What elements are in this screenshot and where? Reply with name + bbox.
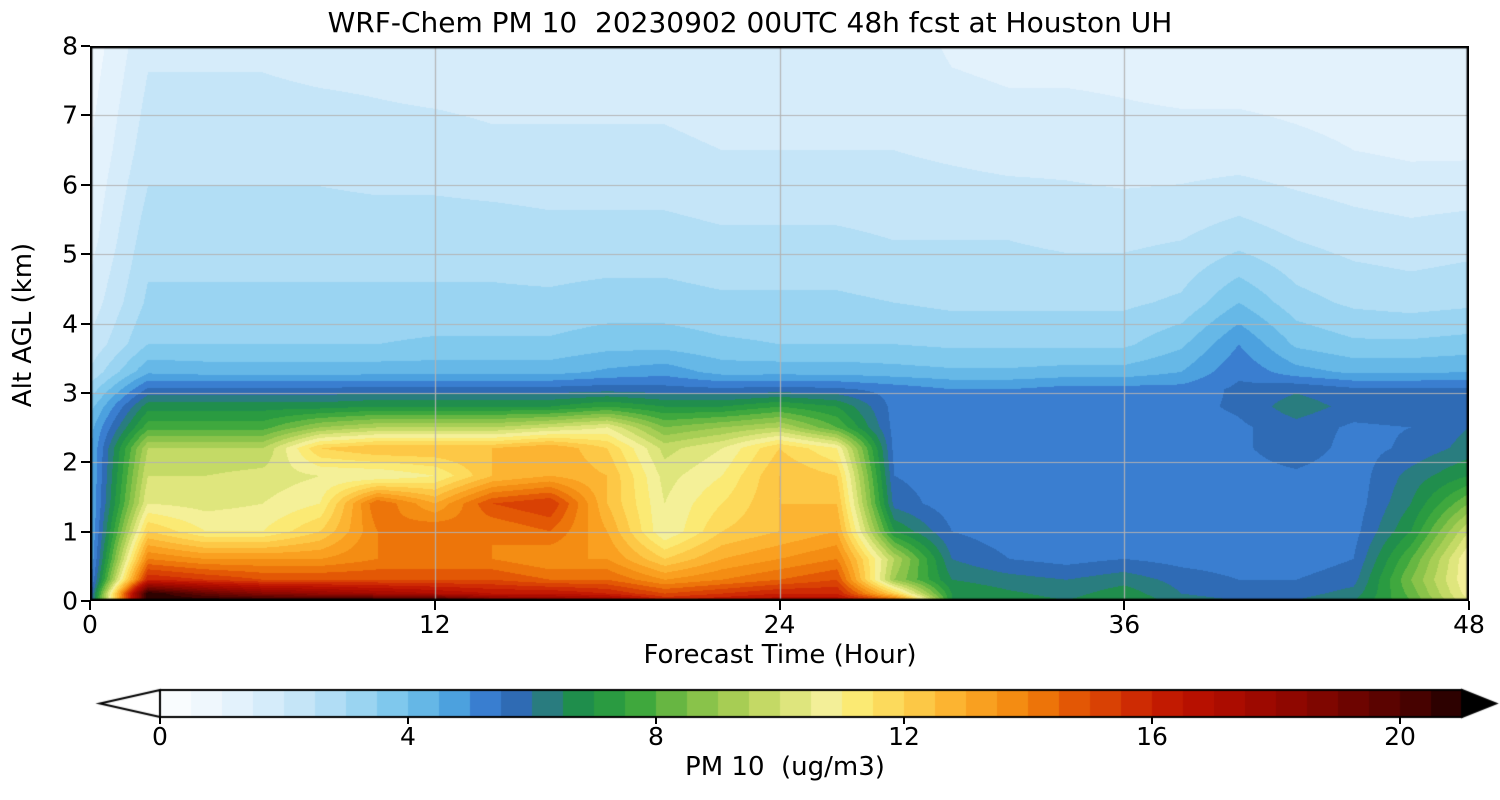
tick-mark <box>433 601 436 610</box>
x-tick-label: 12 <box>418 610 451 639</box>
tick-mark <box>1399 717 1401 724</box>
y-tick-label: 6 <box>62 170 78 200</box>
tick-mark <box>1123 601 1126 610</box>
tick-mark <box>81 322 90 325</box>
colorbar-tick-label: 16 <box>1136 722 1168 751</box>
tick-mark <box>407 717 409 724</box>
y-tick-label: 7 <box>62 100 78 130</box>
y-tick-label: 8 <box>62 31 78 61</box>
colorbar-tick-label: 0 <box>152 722 168 751</box>
tick-mark <box>81 45 90 47</box>
contour-plot <box>90 46 1469 601</box>
colorbar-tick-label: 8 <box>648 722 664 751</box>
tick-mark <box>81 183 90 186</box>
tick-mark <box>1468 601 1470 610</box>
x-tick-label: 0 <box>82 610 98 639</box>
tick-mark <box>1151 717 1153 724</box>
x-tick-label: 36 <box>1108 610 1141 639</box>
y-tick-label: 0 <box>62 586 78 616</box>
tick-mark <box>81 530 90 533</box>
colorbar-tick-label: 20 <box>1384 722 1416 751</box>
tick-mark <box>81 600 90 602</box>
tick-mark <box>81 391 90 394</box>
colorbar-tick-label: 4 <box>400 722 416 751</box>
x-tick-label: 24 <box>763 610 796 639</box>
tick-mark <box>81 114 90 117</box>
tick-mark <box>81 461 90 464</box>
x-axis-label: Forecast Time (Hour) <box>643 640 917 670</box>
y-tick-label: 4 <box>62 309 78 338</box>
tick-mark <box>89 601 91 610</box>
colorbar-label: PM 10 (ug/m3) <box>685 752 885 782</box>
tick-mark <box>655 717 657 724</box>
tick-mark <box>159 717 161 724</box>
tick-mark <box>778 601 781 610</box>
y-tick-label: 3 <box>62 378 78 408</box>
chart-title: WRF-Chem PM 10 20230902 00UTC 48h fcst a… <box>327 6 1173 39</box>
x-tick-label: 48 <box>1453 610 1485 639</box>
tick-mark <box>81 253 90 256</box>
y-tick-label: 1 <box>62 517 78 547</box>
y-tick-label: 2 <box>62 447 78 477</box>
colorbar-tick-label: 12 <box>888 722 920 751</box>
tick-mark <box>903 717 905 724</box>
colorbar <box>0 686 1500 724</box>
y-tick-label: 5 <box>62 239 78 269</box>
